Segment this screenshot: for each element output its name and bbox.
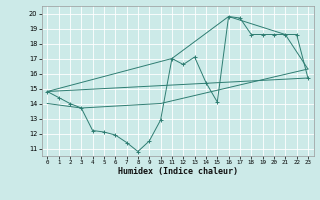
X-axis label: Humidex (Indice chaleur): Humidex (Indice chaleur) xyxy=(118,167,237,176)
